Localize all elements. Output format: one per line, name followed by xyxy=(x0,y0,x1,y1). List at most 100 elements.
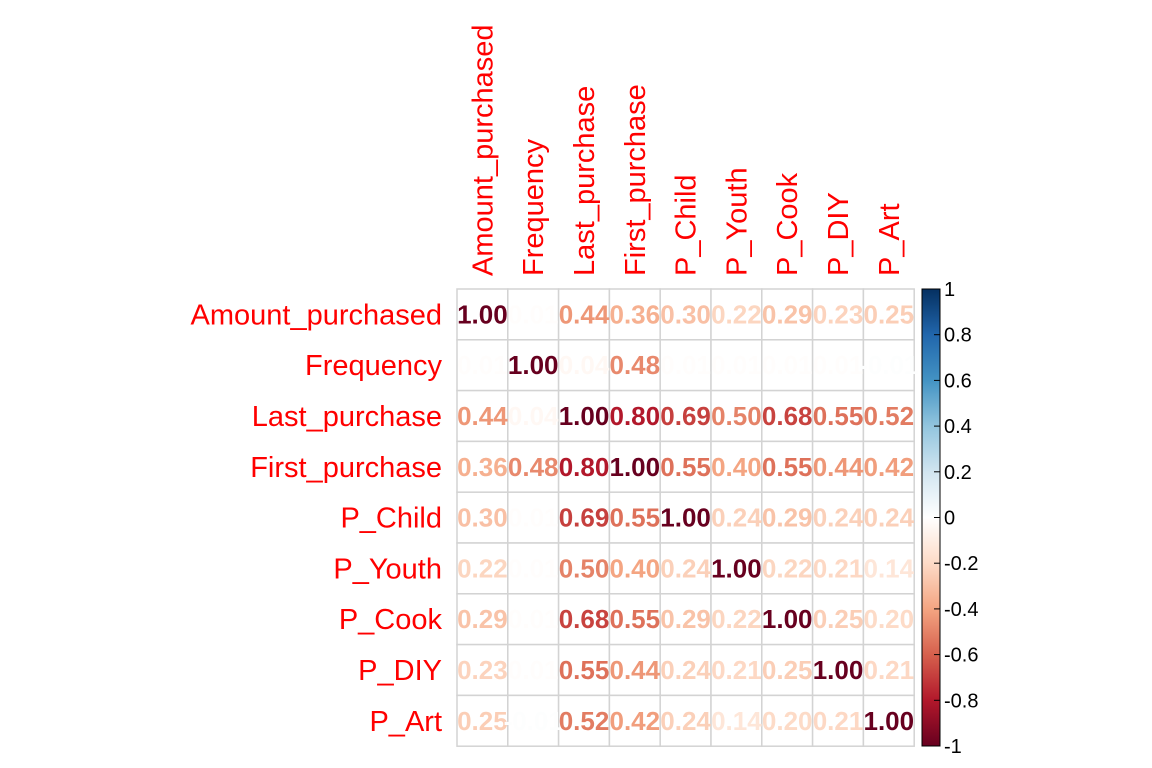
matrix-cell xyxy=(608,542,661,595)
correlation-value: 0.48 xyxy=(609,350,660,380)
correlation-value: 0.29 xyxy=(762,503,813,533)
matrix-cell xyxy=(456,643,509,697)
correlation-value: 0.55 xyxy=(813,401,864,431)
correlation-value: 0.24 xyxy=(711,503,762,533)
correlation-value: 0.69 xyxy=(660,401,711,431)
correlation-value: 0.68 xyxy=(559,604,610,634)
correlation-value: 0.01 xyxy=(813,350,864,380)
matrix-cell xyxy=(456,542,509,595)
correlation-value: 0.23 xyxy=(813,299,864,329)
matrix-cell xyxy=(862,694,915,747)
correlation-value: 0.04 xyxy=(559,350,610,380)
row-label: First_purchase xyxy=(250,452,442,484)
legend-tick-label: -0.2 xyxy=(944,553,978,575)
correlation-matrix: 1.00 0.01 0.44 0.36 0.30 0.22 0.29 0.23 0.250.01… xyxy=(456,288,918,747)
matrix-cell xyxy=(608,440,661,493)
row-label: P_Child xyxy=(340,503,442,535)
correlation-value: 0.55 xyxy=(609,604,660,634)
correlation-value: 1.00 xyxy=(457,299,508,329)
correlation-value: 0.50 xyxy=(559,553,610,583)
correlation-value: 0.36 xyxy=(457,452,508,482)
correlation-value: 0.04 xyxy=(508,401,559,431)
legend-tick-label: 0.2 xyxy=(944,462,972,484)
legend-tick-label: -1 xyxy=(944,736,962,758)
correlation-value: 0.24 xyxy=(660,706,711,736)
correlation-value: 1.00 xyxy=(609,452,660,482)
correlation-value: 0.80 xyxy=(609,401,660,431)
column-label: Frequency xyxy=(518,138,550,276)
matrix-cell xyxy=(761,694,814,747)
correlation-value: 0.21 xyxy=(813,553,864,583)
matrix-cell xyxy=(456,389,509,443)
correlation-value: 0.01 xyxy=(660,350,711,380)
legend-tick-label: 1 xyxy=(944,279,955,301)
correlation-value: 0.40 xyxy=(711,452,762,482)
correlation-value: 0.55 xyxy=(660,452,711,482)
correlation-value: 0.01 xyxy=(508,503,559,533)
correlation-value: 0.22 xyxy=(711,299,762,329)
legend-tick-label: -0.4 xyxy=(944,599,978,621)
column-label: P_Youth xyxy=(721,167,753,276)
correlation-value: 0.44 xyxy=(559,299,610,329)
correlation-value: 0.01 xyxy=(711,350,762,380)
correlation-value: 1.00 xyxy=(660,503,711,533)
correlation-value: 0.29 xyxy=(762,299,813,329)
correlation-value: 0.42 xyxy=(609,706,660,736)
correlation-value: 0.29 xyxy=(660,604,711,634)
legend-tick-label: -0.8 xyxy=(944,690,978,712)
correlation-value: 1.00 xyxy=(508,350,559,380)
correlation-value: 1.00 xyxy=(762,604,813,634)
correlation-value: 0.14 xyxy=(863,553,914,583)
correlation-value: 0.25 xyxy=(813,604,864,634)
matrix-cell xyxy=(710,288,763,341)
correlation-value: 0.20 xyxy=(863,604,914,634)
row-label: P_DIY xyxy=(358,655,442,687)
matrix-cell xyxy=(710,491,763,544)
correlation-value: -0.01 xyxy=(504,706,563,736)
correlation-value: 0.30 xyxy=(660,299,711,329)
correlation-value: 0.25 xyxy=(762,655,813,685)
matrix-cell xyxy=(456,694,509,747)
correlation-value: 0.30 xyxy=(457,503,508,533)
correlation-value: 0.48 xyxy=(508,452,559,482)
correlation-value: 0.01 xyxy=(508,553,559,583)
correlation-value: 0.22 xyxy=(762,553,813,583)
matrix-cell xyxy=(557,542,611,595)
matrix-cell xyxy=(507,389,560,443)
matrix-cell xyxy=(456,491,509,544)
correlation-value: 0.24 xyxy=(813,503,864,533)
matrix-cell xyxy=(608,389,661,443)
matrix-cell xyxy=(456,339,509,392)
correlation-value: 0.25 xyxy=(863,299,914,329)
correlation-value: 0.21 xyxy=(813,706,864,736)
correlation-value: 0.44 xyxy=(609,655,660,685)
matrix-cell xyxy=(456,593,509,646)
correlation-value: 0.44 xyxy=(813,452,864,482)
correlation-value: 0.01 xyxy=(508,604,559,634)
column-label: Last_purchase xyxy=(569,86,601,276)
correlation-value: 0.44 xyxy=(457,401,508,431)
correlation-value: 0.42 xyxy=(863,452,914,482)
correlation-value: 0.20 xyxy=(762,706,813,736)
correlation-value: 0.52 xyxy=(863,401,914,431)
correlation-value: 0.68 xyxy=(762,401,813,431)
matrix-cell xyxy=(659,339,712,392)
correlation-value: 0.23 xyxy=(457,655,508,685)
matrix-cell xyxy=(862,643,915,697)
row-label: Last_purchase xyxy=(252,401,442,433)
column-labels: Amount_purchased Frequency Last_purchase Fi… xyxy=(467,25,905,277)
matrix-cell xyxy=(862,440,915,493)
matrix-cell xyxy=(507,288,560,341)
matrix-cell xyxy=(710,694,763,747)
matrix-cell xyxy=(507,694,560,747)
matrix-cell xyxy=(862,339,915,392)
correlation-value: 0.01 xyxy=(508,299,559,329)
row-label: Frequency xyxy=(305,350,443,382)
matrix-cell xyxy=(659,389,712,443)
correlation-value: 0.69 xyxy=(559,503,610,533)
correlation-value: 0.01 xyxy=(762,350,813,380)
matrix-cell xyxy=(862,491,915,544)
correlation-value: 1.00 xyxy=(813,655,864,685)
correlation-value: 0.40 xyxy=(609,553,660,583)
